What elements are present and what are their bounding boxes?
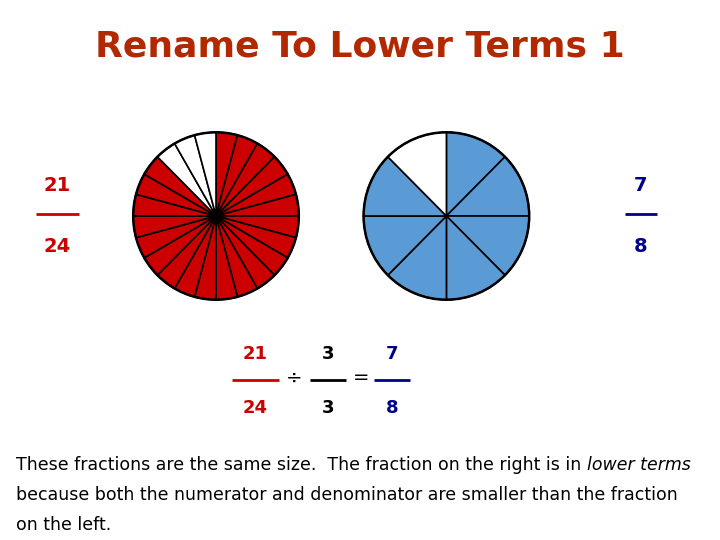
Polygon shape bbox=[158, 144, 216, 216]
Text: because both the numerator and denominator are smaller than the fraction: because both the numerator and denominat… bbox=[16, 486, 678, 504]
Text: =: = bbox=[354, 368, 369, 388]
Polygon shape bbox=[446, 216, 505, 300]
Text: lower terms: lower terms bbox=[587, 456, 690, 474]
Text: 7: 7 bbox=[386, 345, 399, 363]
Polygon shape bbox=[174, 135, 216, 216]
Polygon shape bbox=[216, 216, 238, 300]
Polygon shape bbox=[216, 135, 258, 216]
Polygon shape bbox=[216, 174, 296, 216]
Text: Rename To Lower Terms 1: Rename To Lower Terms 1 bbox=[95, 30, 625, 64]
Polygon shape bbox=[216, 157, 288, 216]
Polygon shape bbox=[446, 216, 529, 275]
Polygon shape bbox=[133, 194, 216, 216]
Text: 8: 8 bbox=[634, 237, 647, 255]
Polygon shape bbox=[216, 144, 274, 216]
Polygon shape bbox=[364, 216, 446, 275]
Polygon shape bbox=[216, 216, 274, 288]
Polygon shape bbox=[216, 216, 299, 238]
Text: 24: 24 bbox=[243, 399, 268, 416]
Polygon shape bbox=[144, 157, 216, 216]
Polygon shape bbox=[216, 132, 238, 216]
Text: 3: 3 bbox=[321, 345, 334, 363]
Polygon shape bbox=[144, 216, 216, 275]
Polygon shape bbox=[194, 216, 216, 300]
Polygon shape bbox=[136, 216, 216, 258]
Text: 3: 3 bbox=[321, 399, 334, 416]
Text: 21: 21 bbox=[243, 345, 268, 363]
Polygon shape bbox=[216, 216, 258, 297]
Polygon shape bbox=[364, 157, 446, 216]
Text: 7: 7 bbox=[634, 177, 647, 195]
Polygon shape bbox=[216, 216, 288, 275]
Text: ÷: ÷ bbox=[286, 368, 302, 388]
Text: These fractions are the same size.  The fraction on the right is in: These fractions are the same size. The f… bbox=[16, 456, 587, 474]
Polygon shape bbox=[175, 216, 216, 297]
Polygon shape bbox=[446, 132, 505, 216]
Polygon shape bbox=[158, 216, 216, 288]
Text: 21: 21 bbox=[44, 177, 71, 195]
Polygon shape bbox=[133, 216, 216, 238]
Text: 8: 8 bbox=[386, 399, 399, 416]
Polygon shape bbox=[216, 194, 299, 216]
Polygon shape bbox=[388, 132, 446, 216]
Polygon shape bbox=[216, 216, 296, 258]
Polygon shape bbox=[446, 157, 529, 216]
Polygon shape bbox=[194, 132, 216, 216]
Text: 24: 24 bbox=[44, 237, 71, 255]
Polygon shape bbox=[136, 174, 216, 216]
Polygon shape bbox=[388, 216, 446, 300]
Text: on the left.: on the left. bbox=[16, 516, 111, 534]
